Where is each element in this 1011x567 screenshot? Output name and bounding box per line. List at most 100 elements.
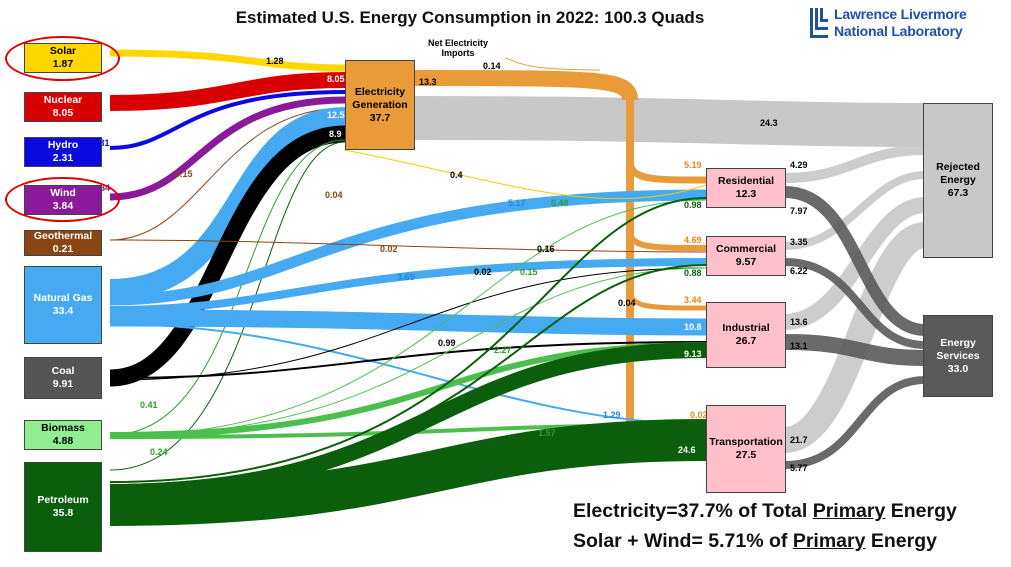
logo-line-1: Lawrence Livermore (834, 6, 967, 22)
energy-services-box-line2: Services (936, 349, 980, 362)
flow-bio-res (109, 199, 707, 437)
source-box-nuclear: Nuclear 8.05 (24, 92, 102, 122)
sector-box-transportation-name: Transportation (709, 436, 783, 448)
note-electricity: Electricity=37.7% of Total Primary Energ… (573, 500, 957, 523)
sector-box-transportation: Transportation 27.5 (706, 405, 786, 493)
rejected-energy-box-value: 67.3 (947, 187, 969, 199)
source-box-petroleum-name: Petroleum (37, 494, 89, 506)
flow-hydro-elec (109, 90, 346, 150)
flow-value-label: 0.15 (520, 267, 538, 277)
flow-value-label: 13.3 (419, 77, 437, 87)
flow-value-label: 3.35 (790, 237, 808, 247)
net-imports-value: 0.14 (483, 61, 501, 71)
source-box-natgas-name: Natural Gas (33, 292, 93, 304)
flow-petro-res (109, 197, 707, 483)
net-imports-label_line1: Net Electricity (428, 38, 489, 48)
flow-elec-ind (627, 289, 707, 311)
sector-box-residential-name: Residential (717, 175, 775, 187)
electricity-generation-box: Electricity Generation 37.7 (345, 60, 415, 150)
sector-box-commercial-name: Commercial (715, 243, 777, 255)
flow-value-label: 0.99 (438, 338, 456, 348)
source-box-biomass-value: 4.88 (52, 435, 74, 447)
flow-elec-com (627, 229, 707, 251)
flow-value-label: 0.24 (150, 447, 168, 457)
flow-petro-ind (109, 342, 707, 500)
source-box-geothermal-name: Geothermal (33, 230, 93, 242)
flow-value-label: 1.28 (266, 56, 284, 66)
flow-value-label: 0.41 (140, 400, 158, 410)
flow-wind-elec (109, 96, 346, 201)
flow-value-label: 6.22 (790, 266, 808, 276)
note-1-suffix: Energy (885, 500, 957, 522)
diagram-title: Estimated U.S. Energy Consumption in 202… (235, 8, 705, 27)
flow-value-label: 5.17 (508, 198, 526, 208)
flow-res-services (784, 186, 926, 336)
note-solar-wind: Solar + Wind= 5.71% of Primary Energy (573, 530, 937, 553)
flow-nuclear-elec (109, 72, 346, 111)
flow-value-label: 0.02 (690, 410, 708, 420)
energy-services-box-value: 33.0 (947, 362, 969, 375)
flow-value-label: 13.6 (790, 317, 808, 327)
source-box-coal-name: Coal (51, 365, 75, 377)
electricity-generation-box-line2: Generation (352, 98, 408, 111)
flow-solar-res (344, 149, 707, 200)
note-2-underlined: Primary (792, 530, 866, 552)
source-box-petroleum-value: 35.8 (52, 507, 74, 519)
rejected-energy-box: Rejected Energy 67.3 (923, 103, 993, 258)
flow-value-label: 2.27 (494, 345, 512, 355)
flow-petro-elec (109, 141, 346, 471)
flow-value-label: 4.69 (684, 235, 702, 245)
flow-value-label: 0.15 (175, 169, 193, 179)
flow-value-label: 0.02 (380, 244, 398, 254)
note-1-underlined: Primary (812, 500, 886, 522)
source-box-petroleum: Petroleum 35.8 (24, 462, 102, 552)
flow-gas-com (109, 258, 707, 314)
flow-com-services (784, 258, 926, 349)
source-box-natgas-value: 33.4 (52, 305, 74, 317)
flow-value-label: 1.29 (603, 410, 621, 420)
source-box-natgas: Natural Gas 33.4 (24, 266, 102, 344)
flow-value-label: 7.97 (790, 206, 808, 216)
flow-value-label: 10.8 (684, 322, 702, 332)
flow-gas-trans (109, 323, 707, 425)
sector-box-industrial: Industrial 26.7 (706, 302, 786, 368)
logo-line-2: National Laboratory (834, 23, 963, 39)
flow-elec-rejected (414, 96, 926, 147)
sector-box-commercial-value: 9.57 (735, 256, 757, 268)
flow-bio-com (109, 267, 707, 437)
flow-trans-rejected (783, 222, 928, 453)
flow-gas-elec (109, 107, 346, 301)
note-2-prefix: Solar + Wind= 5.71% of (573, 530, 793, 552)
flow-solar-elec (109, 49, 346, 72)
flow-value-label: 0.04 (325, 190, 343, 200)
source-box-hydro-value: 2.31 (52, 152, 74, 164)
llnl-logo-icon (810, 8, 828, 38)
flow-petro-trans (109, 419, 707, 526)
flow-value-label: 12.5 (327, 110, 345, 120)
sector-box-residential: Residential 12.3 (706, 168, 786, 208)
rejected-energy-box-line2: Energy (940, 174, 976, 186)
flow-value-label: 1.57 (538, 428, 556, 438)
flow-elec-res (626, 159, 707, 184)
flow-bio-elec (109, 139, 346, 436)
flow-value-label: 8.05 (327, 74, 345, 84)
source-box-biomass-name: Biomass (41, 422, 85, 434)
flow-value-label: 21.7 (790, 435, 808, 445)
flow-value-label: 0.48 (551, 198, 569, 208)
electricity-generation-box-line1: Electricity (354, 85, 406, 98)
flow-res-rejected (784, 145, 926, 183)
sector-box-industrial-value: 26.7 (735, 335, 757, 347)
flow-trans-services (784, 376, 926, 469)
net-imports-label: Net Electricity Imports (428, 38, 488, 58)
net-imports-label_line2: Imports (441, 48, 475, 58)
energy-services-box-line1: Energy (940, 336, 976, 349)
flow-value-label: 5.19 (684, 160, 702, 170)
flow-value-label: 9.13 (684, 349, 702, 359)
flow-petro-com (109, 264, 707, 486)
source-box-coal: Coal 9.91 (24, 357, 102, 399)
flow-value-label: 3.44 (684, 295, 702, 305)
flow-ind-services (784, 334, 926, 366)
solar-highlight-circle (5, 36, 120, 81)
flow-value-label: 0.16 (537, 244, 555, 254)
